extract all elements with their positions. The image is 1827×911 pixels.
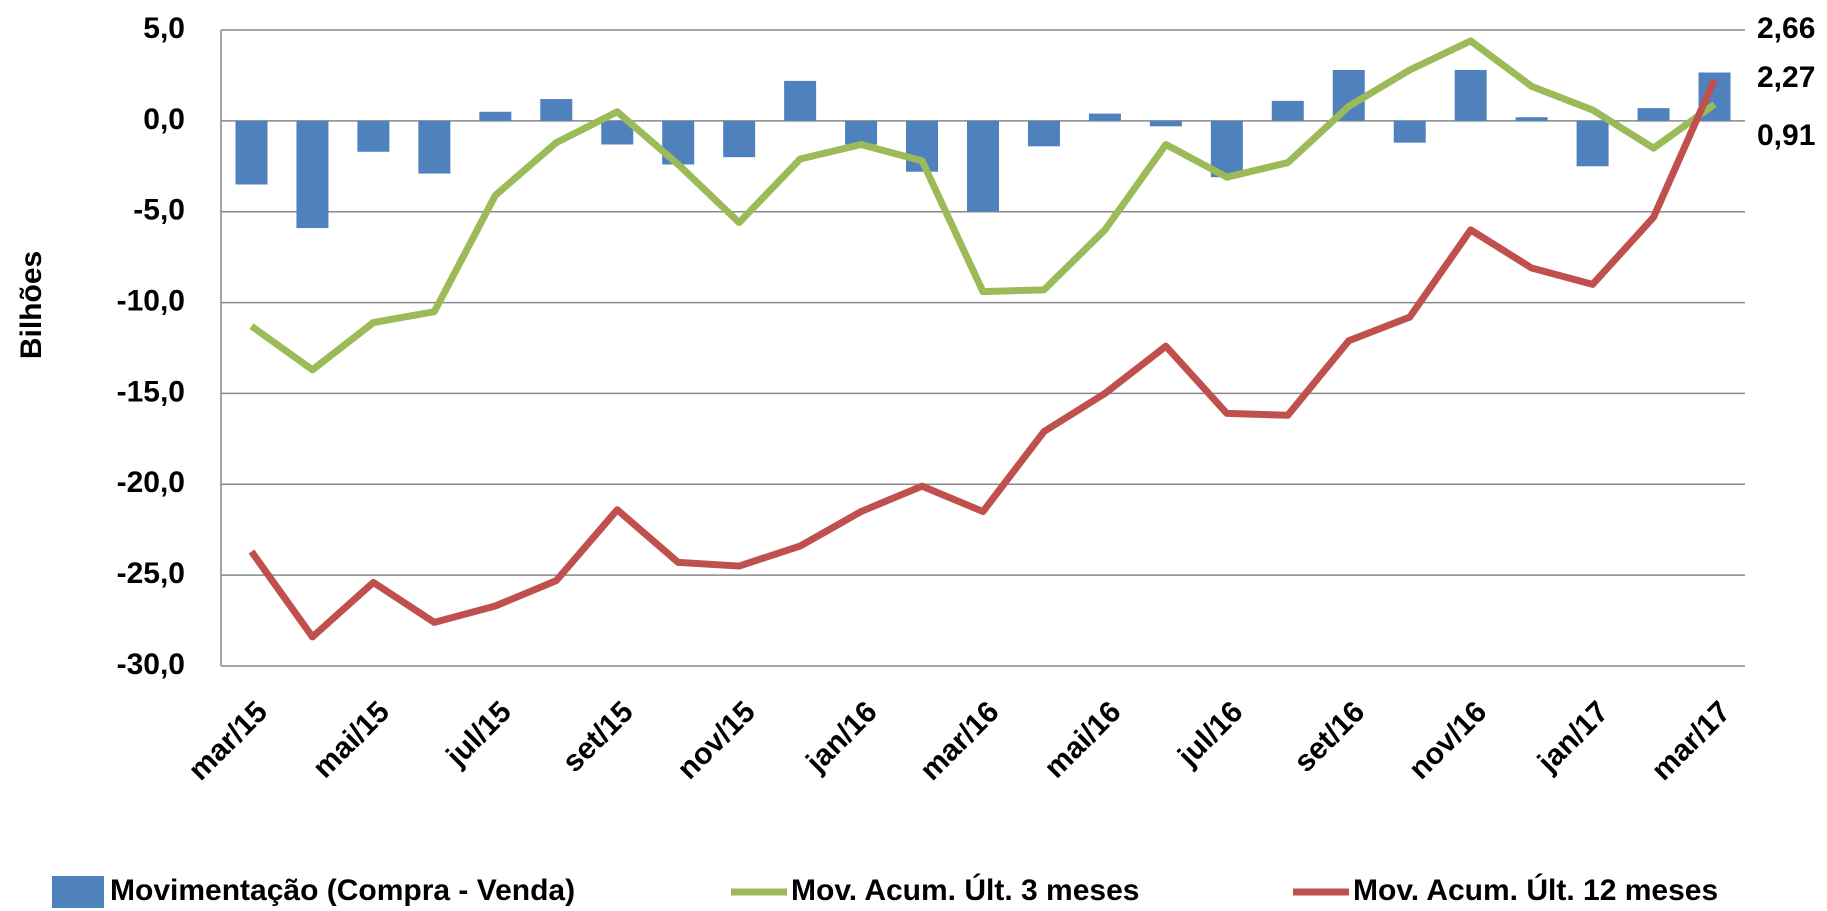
y-tick-label: -25,0 [117,557,185,590]
y-tick-label: -10,0 [117,284,185,317]
legend-label: Mov. Acum. Últ. 3 meses [791,873,1139,907]
value-label: 0,91 [1757,119,1815,152]
value-label: 2,66 [1757,12,1815,45]
bar [1515,117,1548,121]
bar [1576,120,1609,167]
bar [967,120,999,212]
line [248,78,1718,641]
bar [1027,120,1060,147]
legend-swatch [52,876,104,908]
bar [540,99,573,121]
y-tick-label: 5,0 [143,12,185,45]
legend-label: Movimentação (Compra - Venda) [110,874,575,907]
x-tick-label: mai/15 [307,695,396,784]
bar [1393,120,1426,143]
bar [1454,69,1487,121]
x-tick-label: mar/16 [914,695,1006,787]
bar [723,120,756,158]
bar [1149,120,1182,127]
x-tick-label: mai/16 [1038,695,1127,784]
x-tick-label: jul/15 [440,695,518,773]
x-tick-label: mar/15 [182,695,274,787]
value-label: 2,27 [1757,61,1815,94]
y-tick-label: -20,0 [117,466,185,499]
x-tick-label: nov/16 [1403,695,1494,786]
bar [235,120,268,185]
bar [784,80,817,121]
x-tick-label: jul/16 [1171,695,1249,773]
x-tick-label: nov/15 [671,695,762,786]
y-tick-label: -15,0 [117,375,185,408]
legend-label: Mov. Acum. Últ. 12 meses [1353,873,1718,907]
bar [1271,100,1304,121]
bar [296,120,329,229]
line [249,37,1717,374]
bar [479,111,512,121]
x-tick-label: jan/17 [1531,695,1615,779]
x-tick-label: mar/17 [1645,695,1737,787]
bar [1088,113,1121,121]
x-tick-label: jan/16 [799,695,883,779]
bar [1637,108,1670,121]
bar [845,120,878,145]
bar [418,120,451,174]
y-tick-label: 0,0 [143,103,185,136]
x-tick-label: set/15 [556,695,639,778]
y-tick-label: -30,0 [117,648,185,681]
y-tick-label: -5,0 [133,194,185,227]
x-tick-label: set/16 [1288,695,1371,778]
bar [357,120,390,152]
bar [601,120,634,145]
y-axis-label: Bilhões [15,251,48,359]
